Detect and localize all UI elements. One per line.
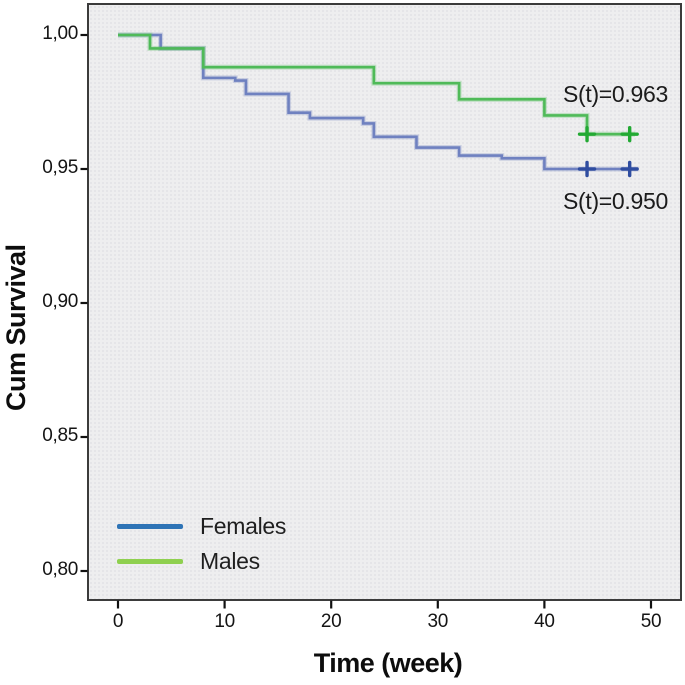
y-tick-label: 1,00 — [42, 23, 78, 44]
males-line-swatch — [117, 559, 183, 564]
legend: Females Males — [117, 509, 286, 579]
legend-item-males: Males — [117, 544, 286, 579]
y-tick-label: 0,80 — [42, 559, 78, 580]
legend-label-males: Males — [200, 548, 260, 574]
annotation-females-survival: S(t)=0.950 — [562, 188, 668, 214]
x-tick-label: 0 — [112, 611, 124, 632]
x-tick-label: 10 — [214, 611, 235, 632]
x-tick-label: 40 — [534, 611, 555, 632]
x-tick-label: 30 — [427, 611, 449, 632]
x-axis-title: Time (week) — [313, 648, 463, 678]
x-tick-label: 20 — [320, 611, 342, 632]
y-tick-label: 0,85 — [42, 425, 78, 446]
y-tick-label: 0,95 — [42, 157, 78, 178]
legend-label-females: Females — [200, 513, 287, 539]
x-tick-label: 50 — [640, 611, 662, 632]
annotation-males-survival: S(t)=0.963 — [562, 81, 668, 107]
legend-item-females: Females — [117, 509, 286, 544]
y-tick-label: 0,90 — [42, 291, 78, 312]
females-line-swatch — [117, 524, 183, 529]
y-axis-title: Cum Survival — [1, 244, 31, 411]
